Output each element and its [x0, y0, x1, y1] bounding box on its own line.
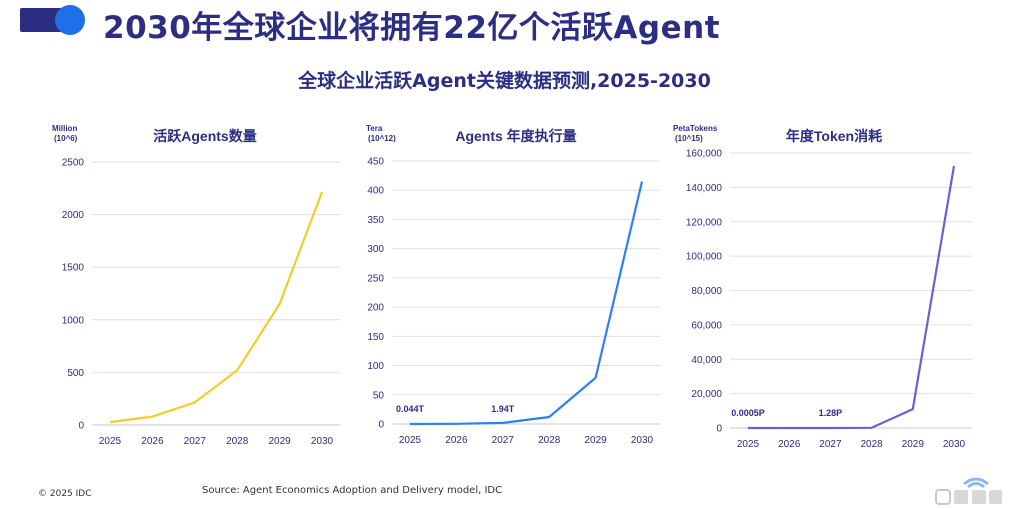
- y-tick-label: 0: [716, 424, 722, 435]
- x-tick-label: 2026: [445, 435, 468, 446]
- y-tick-label: 150: [367, 332, 384, 343]
- x-tick-label: 2028: [538, 435, 561, 446]
- chart-title: 活跃Agents数量: [153, 128, 256, 144]
- chart-title: Agents 年度执行量: [455, 128, 576, 144]
- x-tick-label: 2026: [141, 436, 164, 447]
- x-tick-label: 2027: [184, 436, 207, 447]
- y-tick-label: 350: [367, 215, 384, 226]
- y-unit-label: Tera: [366, 124, 383, 133]
- y-tick-label: 450: [367, 157, 384, 168]
- y-tick-label: 300: [367, 244, 384, 255]
- y-tick-label: 20,000: [691, 389, 722, 400]
- x-tick-label: 2028: [226, 436, 249, 447]
- y-tick-label: 40,000: [691, 355, 722, 366]
- chart-title: 年度Token消耗: [786, 128, 882, 144]
- y-tick-label: 1000: [62, 315, 85, 326]
- x-tick-label: 2030: [311, 436, 334, 447]
- y-unit-sub-label: (10^12): [368, 134, 396, 143]
- y-unit-sub-label: (10^6): [54, 134, 78, 143]
- y-tick-label: 400: [367, 186, 384, 197]
- x-tick-label: 2025: [399, 435, 422, 446]
- x-tick-label: 2026: [778, 439, 801, 450]
- y-tick-label: 100,000: [686, 252, 723, 263]
- x-tick-label: 2029: [584, 435, 607, 446]
- y-tick-label: 60,000: [691, 320, 722, 331]
- y-tick-label: 100: [367, 361, 384, 372]
- y-tick-label: 250: [367, 273, 384, 284]
- idc-logo-icon: [20, 5, 85, 35]
- y-tick-label: 0: [378, 420, 384, 431]
- y-tick-label: 120,000: [686, 217, 723, 228]
- x-tick-label: 2027: [492, 435, 515, 446]
- x-tick-label: 2025: [99, 436, 122, 447]
- y-tick-label: 1500: [62, 263, 85, 274]
- x-tick-label: 2030: [943, 439, 966, 450]
- data-label: 1.94T: [491, 404, 515, 414]
- data-label: 1.28P: [819, 408, 843, 418]
- y-unit-sub-label: (10^15): [675, 134, 703, 143]
- data-label: 0.0005P: [731, 408, 765, 418]
- y-tick-label: 2000: [62, 210, 85, 221]
- y-tick-label: 200: [367, 303, 384, 314]
- copyright-text: © 2025 IDC: [38, 489, 92, 499]
- page-subtitle: 全球企业活跃Agent关键数据预测,2025-2030: [298, 70, 711, 92]
- x-tick-label: 2028: [860, 439, 883, 450]
- data-label: 0.044T: [396, 404, 425, 414]
- y-unit-label: PetaTokens: [673, 124, 718, 133]
- y-tick-label: 500: [67, 368, 84, 379]
- charts-canvas: Million(10^6) 活跃Agents数量05001000150020002…: [52, 124, 972, 450]
- series-line: [109, 191, 324, 424]
- watermark-logo-icon: [935, 477, 1002, 505]
- series-line: [748, 165, 956, 430]
- x-tick-label: 2029: [902, 439, 925, 450]
- source-text: Source: Agent Economics Adoption and Del…: [202, 485, 503, 496]
- y-tick-label: 2500: [62, 158, 85, 169]
- x-tick-label: 2029: [268, 436, 291, 447]
- page-title: 2030年全球企业将拥有22亿个活跃Agent: [103, 10, 721, 46]
- y-unit-label: Million: [52, 124, 77, 133]
- y-tick-label: 160,000: [686, 149, 723, 160]
- x-tick-label: 2025: [737, 439, 760, 450]
- y-tick-label: 0: [78, 421, 84, 432]
- y-tick-label: 80,000: [691, 286, 722, 297]
- x-tick-label: 2030: [631, 435, 654, 446]
- x-tick-label: 2027: [819, 439, 842, 450]
- y-tick-label: 140,000: [686, 183, 723, 194]
- y-tick-label: 50: [373, 390, 385, 401]
- series-line: [409, 181, 644, 426]
